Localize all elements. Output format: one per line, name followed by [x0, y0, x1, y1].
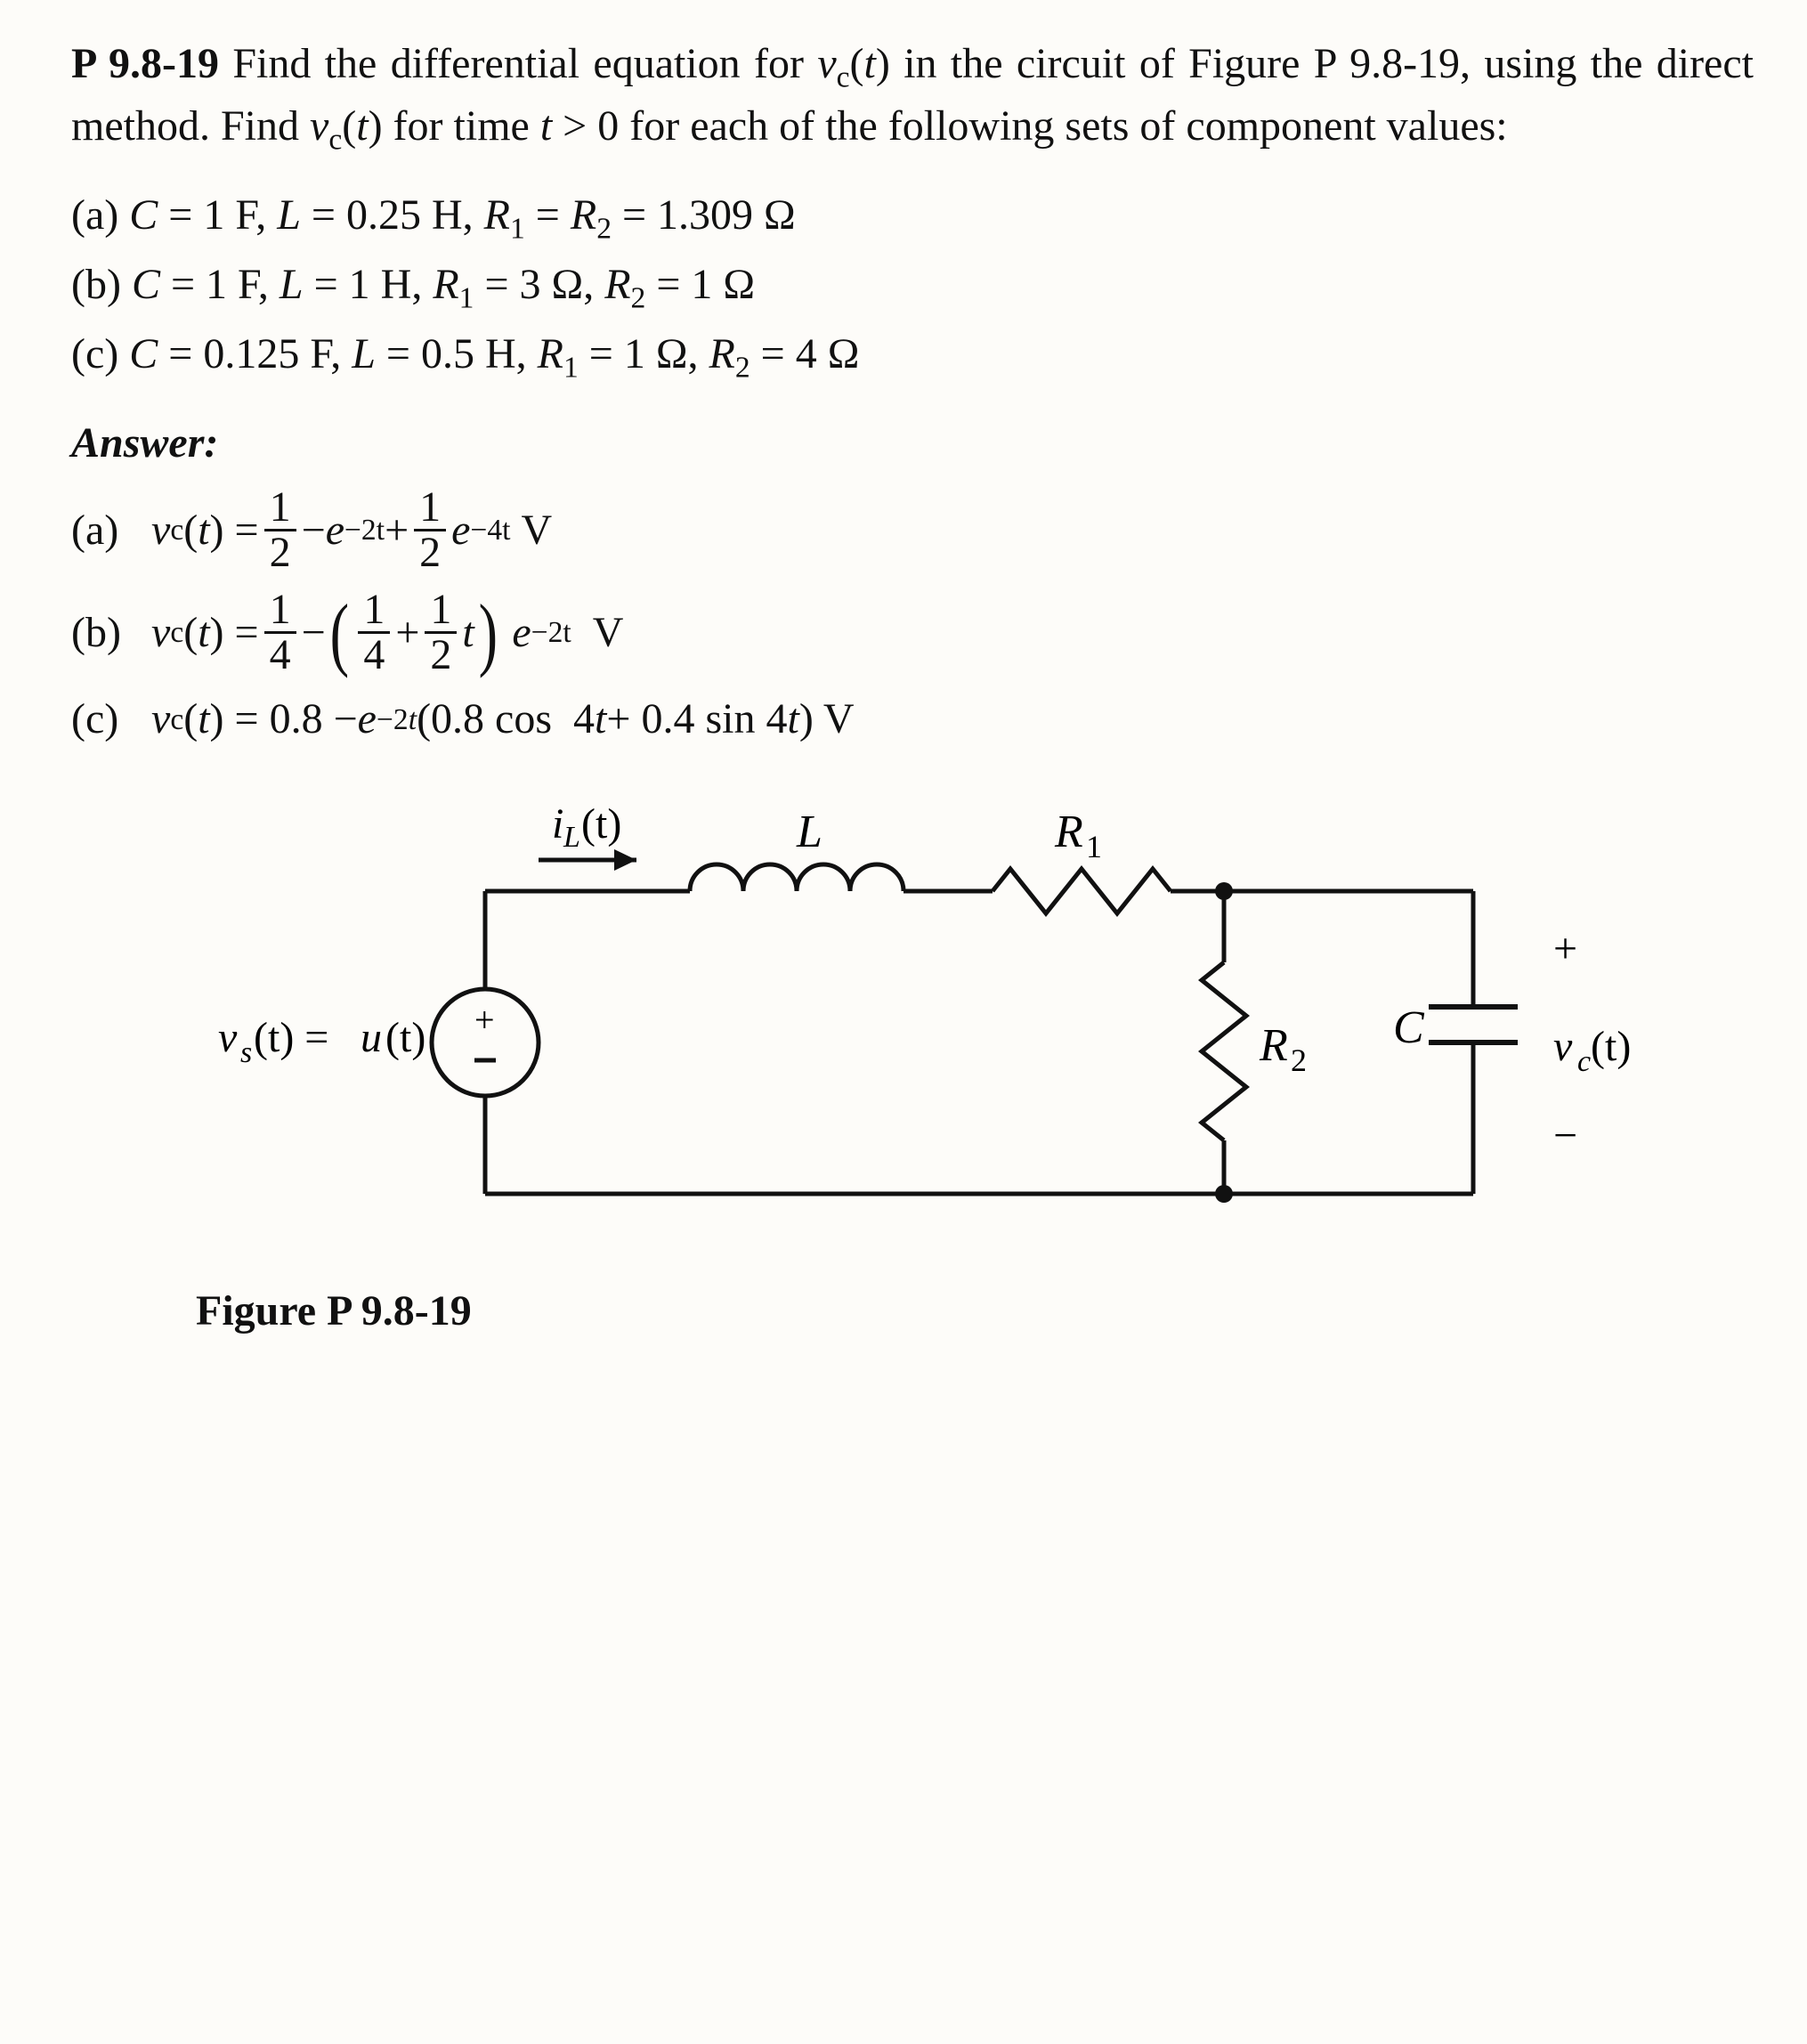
- svg-text:v: v: [1553, 1023, 1573, 1070]
- frac-num: 1: [414, 486, 446, 531]
- answer-b-label: (b): [71, 604, 134, 662]
- svg-text:L: L: [796, 807, 822, 857]
- svg-text:1: 1: [1086, 829, 1102, 864]
- svg-text:L: L: [563, 821, 580, 854]
- frac-den: 2: [414, 531, 446, 574]
- exp: −2t: [344, 510, 385, 550]
- svg-text:(t) =: (t) =: [254, 1014, 328, 1061]
- svg-text:2: 2: [1291, 1042, 1307, 1078]
- svg-text:(t): (t): [1591, 1023, 1631, 1070]
- part-a: (a) C = 1 F, L = 0.25 H, R1 = R2 = 1.309…: [71, 187, 1754, 249]
- answer-a: (a) vc(t) = 12 −e−2t + 12e−4t V: [71, 486, 1754, 574]
- svg-text:+: +: [474, 1000, 495, 1040]
- unit: V: [593, 604, 624, 662]
- frac-num: 1: [264, 486, 296, 531]
- answer-a-label: (a): [71, 502, 134, 560]
- svg-text:(t): (t): [385, 1014, 425, 1061]
- problem-number: P 9.8-19: [71, 40, 219, 87]
- frac-den: 2: [425, 634, 457, 677]
- svg-text:C: C: [1393, 1002, 1425, 1053]
- svg-text:c: c: [1577, 1045, 1591, 1078]
- exp: −4t: [470, 510, 510, 550]
- svg-text:v: v: [218, 1014, 238, 1061]
- svg-text:(t): (t): [581, 800, 621, 848]
- frac-num: 1: [264, 588, 296, 634]
- part-b: (b) C = 1 F, L = 1 H, R1 = 3 Ω, R2 = 1 Ω: [71, 256, 1754, 319]
- answer-heading: Answer:: [71, 415, 1754, 473]
- var-t: t: [462, 604, 474, 662]
- circuit-diagram: i L (t) L R 1 v s (t) = u (t): [156, 793, 1669, 1256]
- problem-text: Find the differential equation for vc(t)…: [71, 40, 1754, 150]
- figure: i L (t) L R 1 v s (t) = u (t): [71, 793, 1754, 1341]
- answer-c-label: (c): [71, 691, 134, 749]
- figure-caption: Figure P 9.8-19: [196, 1283, 472, 1341]
- answer-c: (c) vc(t) = 0.8 − e−2t(0.8 cos 4t + 0.4 …: [71, 691, 1754, 749]
- exp: −2t: [531, 612, 571, 653]
- part-c: (c) C = 0.125 F, L = 0.5 H, R1 = 1 Ω, R2…: [71, 326, 1754, 388]
- frac-den: 2: [264, 531, 296, 574]
- svg-text:R: R: [1259, 1020, 1288, 1071]
- parts-list: (a) C = 1 F, L = 0.25 H, R1 = R2 = 1.309…: [71, 187, 1754, 388]
- problem-statement: P 9.8-19 Find the differential equation …: [71, 36, 1754, 160]
- frac-num: 1: [425, 588, 457, 634]
- unit: V: [522, 502, 553, 560]
- frac-num: 1: [358, 588, 390, 634]
- svg-text:−: −: [1553, 1112, 1577, 1159]
- frac-den: 4: [358, 634, 390, 677]
- svg-text:R: R: [1054, 807, 1083, 857]
- svg-text:+: +: [1553, 925, 1577, 972]
- svg-text:i: i: [552, 800, 563, 848]
- answer-b: (b) vc(t) = 14 − ( 14 + 12t ) e−2t V: [71, 588, 1754, 677]
- frac-den: 4: [264, 634, 296, 677]
- svg-text:u: u: [361, 1014, 382, 1061]
- svg-text:s: s: [240, 1036, 252, 1069]
